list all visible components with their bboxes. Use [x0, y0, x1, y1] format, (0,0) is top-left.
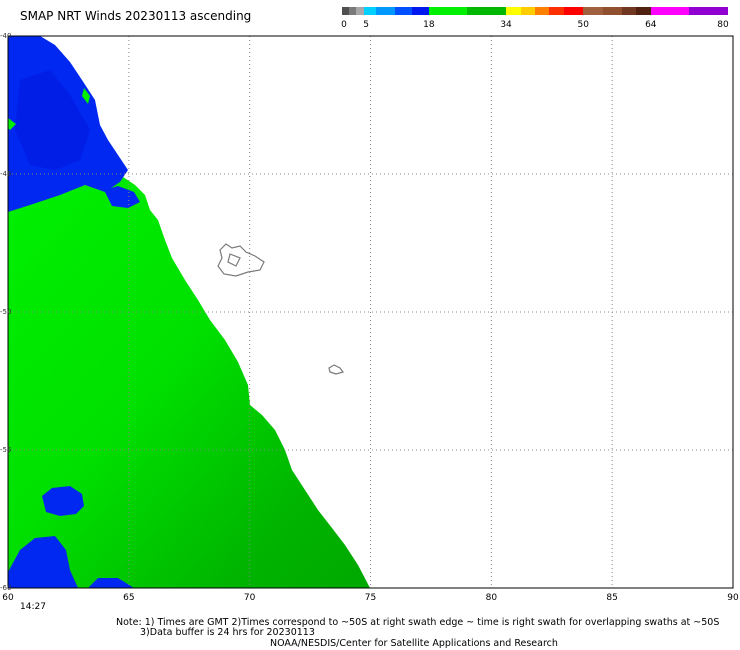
colorbar-segment	[636, 7, 651, 15]
blue-patch-coast	[104, 186, 140, 208]
colorbar-segment	[467, 7, 507, 15]
colorbar-segment	[395, 7, 412, 15]
colorbar-segment	[375, 7, 396, 15]
wind-speed-colorbar: 0 5 18 34 50 64 80	[0, 0, 740, 34]
lat-lon-grid	[8, 36, 733, 588]
wind-map	[7, 35, 734, 589]
latitude-tick-label: -50	[0, 308, 12, 316]
colorbar-segment	[621, 7, 637, 15]
map-title: SMAP NRT Winds 20230113 ascending	[20, 9, 252, 23]
colorbar-segment	[520, 7, 535, 15]
credit-line: NOAA/NESDIS/Center for Satellite Applica…	[270, 638, 558, 649]
heard-island	[328, 364, 345, 375]
longitude-tick-label: 85	[606, 593, 618, 603]
green-patch-west	[8, 118, 16, 130]
latitude-tick-label: -40	[0, 32, 12, 40]
colorbar-segment	[563, 7, 584, 15]
note-line-1: Note: 1) Times are GMT 2)Times correspon…	[116, 617, 720, 628]
latitude-tick-label: -45	[0, 170, 12, 178]
low-wind-area-southwest	[8, 536, 78, 588]
low-wind-area-south-edge	[88, 578, 134, 588]
colorbar-segment	[342, 7, 350, 15]
colorbar-label: 5	[363, 20, 369, 30]
colorbar-label: 80	[717, 20, 729, 30]
longitude-tick-label: 90	[727, 593, 739, 603]
colorbar-segment	[506, 7, 521, 15]
colorbar-segment	[689, 7, 728, 15]
colorbar-segment	[411, 7, 429, 15]
longitude-tick-label: 80	[485, 593, 498, 603]
map-frame	[7, 35, 734, 589]
colorbar-label: 50	[577, 20, 589, 30]
longitude-tick-label: 65	[123, 593, 135, 603]
colorbar-segment	[535, 7, 550, 15]
low-wind-area-north-dark	[15, 70, 90, 170]
colorbar-label: 34	[500, 20, 512, 30]
longitude-tick-label: 70	[243, 593, 256, 603]
moderate-wind-area	[8, 175, 370, 588]
latitude-tick-label: -60	[0, 584, 12, 592]
low-wind-area-south	[42, 486, 84, 516]
colorbar-segment	[602, 7, 622, 15]
pass-time: 14:27	[20, 602, 46, 612]
colorbar-label: 18	[423, 20, 435, 30]
colorbar-segment	[549, 7, 564, 15]
longitude-tick-label: 75	[364, 593, 377, 603]
colorbar-segment	[650, 7, 690, 15]
colorbar-segment	[349, 7, 357, 15]
colorbar-segment	[356, 7, 364, 15]
colorbar-label: 0	[341, 20, 347, 30]
longitude-tick-label: 60	[2, 593, 14, 603]
colorbar-segment	[583, 7, 603, 15]
note-line-2: 3)Data buffer is 24 hrs for 20230113	[140, 627, 315, 638]
kerguelen-islands	[217, 243, 265, 277]
colorbar-label: 64	[645, 20, 657, 30]
green-patch-north	[82, 88, 90, 104]
latitude-tick-label: -55	[0, 446, 12, 454]
colorbar-segment	[363, 7, 376, 15]
colorbar-segment	[428, 7, 468, 15]
